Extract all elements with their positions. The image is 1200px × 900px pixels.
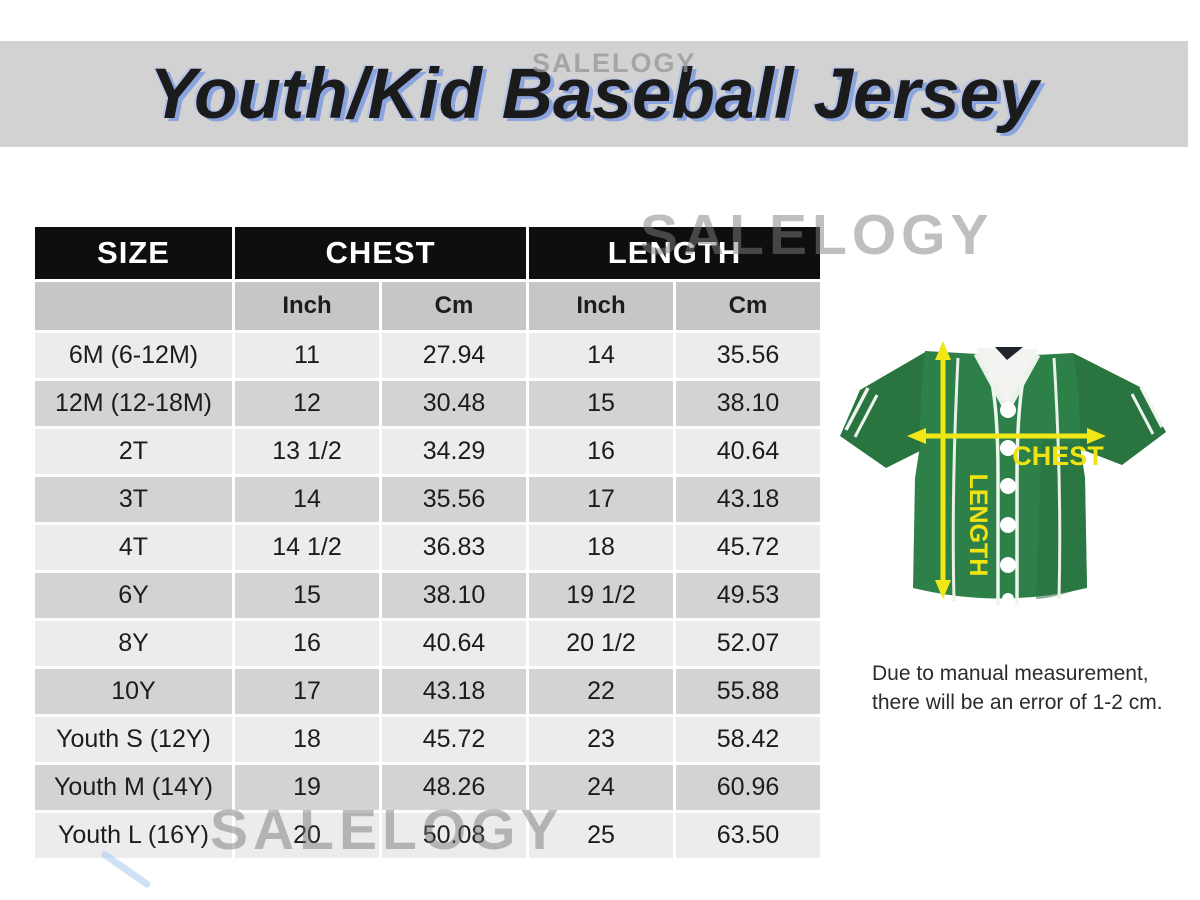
value-cell: 55.88 <box>676 669 820 714</box>
size-cell: 3T <box>35 477 232 522</box>
size-cell: 12M (12-18M) <box>35 381 232 426</box>
value-cell: 49.53 <box>676 573 820 618</box>
neck-undershirt <box>976 348 1038 410</box>
value-cell: 25 <box>529 813 673 858</box>
value-cell: 17 <box>235 669 379 714</box>
jersey-diagram: CHEST LENGTH <box>840 341 1166 605</box>
side-piping-right <box>1052 357 1062 600</box>
value-cell: 43.18 <box>676 477 820 522</box>
value-cell: 50.08 <box>382 813 526 858</box>
watermark-top: SALELOGY <box>532 48 697 78</box>
value-cell: 20 1/2 <box>529 621 673 666</box>
size-cell: 6M (6-12M) <box>35 333 232 378</box>
value-cell: 36.83 <box>382 525 526 570</box>
value-cell: 17 <box>529 477 673 522</box>
size-cell: 10Y <box>35 669 232 714</box>
subheader-length-cm: Cm <box>676 282 820 330</box>
measurement-note: Due to manual measurement, there will be… <box>872 659 1172 718</box>
page-title: Youth/Kid Baseball Jersey <box>149 54 1039 134</box>
right-cuff-stripe <box>1139 386 1164 428</box>
value-cell: 63.50 <box>676 813 820 858</box>
value-cell: 23 <box>529 717 673 762</box>
value-cell: 11 <box>235 333 379 378</box>
header-chest: CHEST <box>235 227 526 279</box>
value-cell: 45.72 <box>382 717 526 762</box>
value-cell: 58.42 <box>676 717 820 762</box>
value-cell: 27.94 <box>382 333 526 378</box>
size-cell: 6Y <box>35 573 232 618</box>
value-cell: 20 <box>235 813 379 858</box>
title-banner: Youth/Kid Baseball Jersey <box>0 41 1188 147</box>
subheader-chest-inch: Inch <box>235 282 379 330</box>
jersey-left-sleeve <box>840 351 927 468</box>
note-line-1: Due to manual measurement, <box>872 662 1149 685</box>
value-cell: 13 1/2 <box>235 429 379 474</box>
chest-label: CHEST <box>1012 441 1104 471</box>
length-label: LENGTH <box>964 474 992 577</box>
placket-line-right <box>1015 374 1026 605</box>
chest-arrow <box>907 428 1106 444</box>
body-shadow <box>1036 438 1087 599</box>
left-cuff-stripe-2 <box>853 394 879 438</box>
value-cell: 38.10 <box>382 573 526 618</box>
value-cell: 40.64 <box>382 621 526 666</box>
placket-line-left <box>988 372 1000 605</box>
side-piping-left <box>951 357 960 602</box>
value-cell: 35.56 <box>676 333 820 378</box>
neck-inner-dark <box>995 347 1023 360</box>
value-cell: 38.10 <box>676 381 820 426</box>
value-cell: 43.18 <box>382 669 526 714</box>
length-arrow <box>935 341 951 599</box>
value-cell: 35.56 <box>382 477 526 522</box>
size-cell: 2T <box>35 429 232 474</box>
value-cell: 16 <box>529 429 673 474</box>
watermark-bottom: SALELOGY <box>210 798 564 862</box>
subheader-length-inch: Inch <box>529 282 673 330</box>
value-cell: 19 <box>235 765 379 810</box>
header-length: LENGTH <box>529 227 820 279</box>
value-cell: 45.72 <box>676 525 820 570</box>
value-cell: 18 <box>529 525 673 570</box>
subheader-empty <box>35 282 232 330</box>
value-cell: 19 1/2 <box>529 573 673 618</box>
value-cell: 48.26 <box>382 765 526 810</box>
value-cell: 15 <box>529 381 673 426</box>
value-cell: 34.29 <box>382 429 526 474</box>
size-cell: Youth M (14Y) <box>35 765 232 810</box>
value-cell: 60.96 <box>676 765 820 810</box>
right-cuff-stripe-2 <box>1130 393 1155 435</box>
value-cell: 18 <box>235 717 379 762</box>
value-cell: 24 <box>529 765 673 810</box>
value-cell: 40.64 <box>676 429 820 474</box>
value-cell: 30.48 <box>382 381 526 426</box>
value-cell: 12 <box>235 381 379 426</box>
value-cell: 14 1/2 <box>235 525 379 570</box>
size-cell: Youth S (12Y) <box>35 717 232 762</box>
subheader-chest-cm: Cm <box>382 282 526 330</box>
watermark-middle: SALELOGY <box>640 203 994 267</box>
value-cell: 14 <box>529 333 673 378</box>
jersey-buttons <box>1000 402 1016 605</box>
left-cuff-stripe <box>844 387 870 431</box>
size-cell: Youth L (16Y) <box>35 813 232 858</box>
value-cell: 15 <box>235 573 379 618</box>
note-line-2: there will be an error of 1-2 cm. <box>872 691 1163 715</box>
header-size: SIZE <box>35 227 232 279</box>
value-cell: 22 <box>529 669 673 714</box>
size-cell: 8Y <box>35 621 232 666</box>
value-cell: 52.07 <box>676 621 820 666</box>
value-cell: 16 <box>235 621 379 666</box>
size-table: SIZE CHEST LENGTH Inch Cm Inch Cm 6M (6-… <box>35 227 820 858</box>
value-cell: 14 <box>235 477 379 522</box>
size-cell: 4T <box>35 525 232 570</box>
